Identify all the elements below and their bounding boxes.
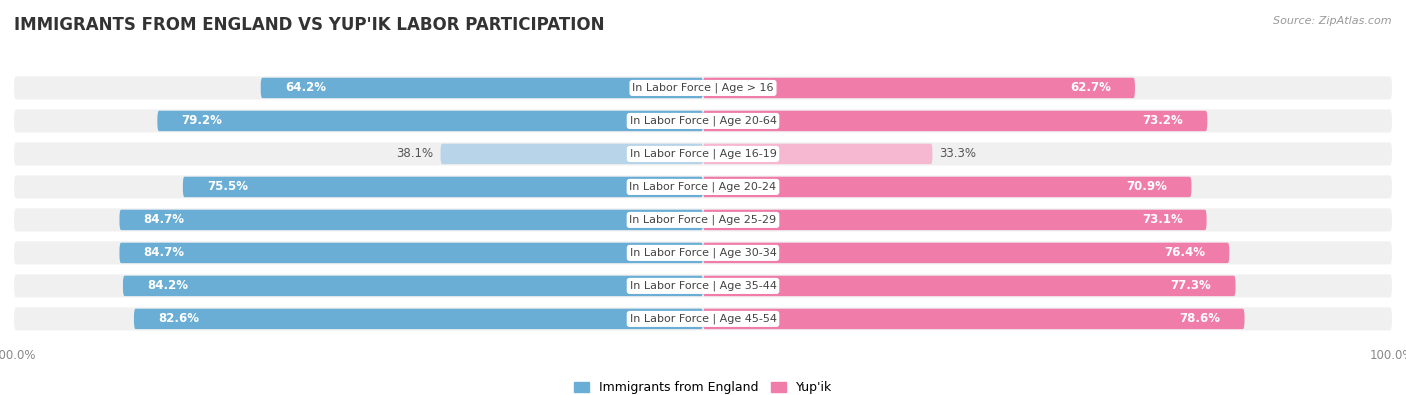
Text: 75.5%: 75.5% <box>207 181 247 194</box>
FancyBboxPatch shape <box>14 241 1392 265</box>
Text: In Labor Force | Age > 16: In Labor Force | Age > 16 <box>633 83 773 93</box>
Text: 38.1%: 38.1% <box>396 147 433 160</box>
Text: 82.6%: 82.6% <box>157 312 200 325</box>
Text: 79.2%: 79.2% <box>181 115 222 128</box>
Text: Source: ZipAtlas.com: Source: ZipAtlas.com <box>1274 16 1392 26</box>
Text: 84.7%: 84.7% <box>143 213 184 226</box>
Text: In Labor Force | Age 20-24: In Labor Force | Age 20-24 <box>630 182 776 192</box>
Text: 77.3%: 77.3% <box>1171 279 1212 292</box>
Text: 84.7%: 84.7% <box>143 246 184 260</box>
FancyBboxPatch shape <box>703 276 1236 296</box>
FancyBboxPatch shape <box>14 76 1392 100</box>
Text: In Labor Force | Age 16-19: In Labor Force | Age 16-19 <box>630 149 776 159</box>
FancyBboxPatch shape <box>703 111 1208 131</box>
Text: 73.1%: 73.1% <box>1142 213 1182 226</box>
FancyBboxPatch shape <box>183 177 703 197</box>
Text: 84.2%: 84.2% <box>148 279 188 292</box>
FancyBboxPatch shape <box>703 144 932 164</box>
FancyBboxPatch shape <box>120 210 703 230</box>
FancyBboxPatch shape <box>120 243 703 263</box>
FancyBboxPatch shape <box>14 209 1392 231</box>
Text: In Labor Force | Age 25-29: In Labor Force | Age 25-29 <box>630 214 776 225</box>
FancyBboxPatch shape <box>703 78 1135 98</box>
Text: 64.2%: 64.2% <box>285 81 326 94</box>
Text: 78.6%: 78.6% <box>1180 312 1220 325</box>
FancyBboxPatch shape <box>703 177 1191 197</box>
FancyBboxPatch shape <box>14 142 1392 166</box>
FancyBboxPatch shape <box>440 144 703 164</box>
Legend: Immigrants from England, Yup'ik: Immigrants from England, Yup'ik <box>569 376 837 395</box>
FancyBboxPatch shape <box>703 243 1229 263</box>
FancyBboxPatch shape <box>122 276 703 296</box>
Text: 70.9%: 70.9% <box>1126 181 1167 194</box>
FancyBboxPatch shape <box>14 175 1392 198</box>
FancyBboxPatch shape <box>157 111 703 131</box>
FancyBboxPatch shape <box>14 109 1392 132</box>
FancyBboxPatch shape <box>703 308 1244 329</box>
FancyBboxPatch shape <box>260 78 703 98</box>
FancyBboxPatch shape <box>703 210 1206 230</box>
Text: 76.4%: 76.4% <box>1164 246 1205 260</box>
FancyBboxPatch shape <box>14 275 1392 297</box>
FancyBboxPatch shape <box>134 308 703 329</box>
FancyBboxPatch shape <box>14 307 1392 331</box>
Text: In Labor Force | Age 30-34: In Labor Force | Age 30-34 <box>630 248 776 258</box>
Text: In Labor Force | Age 20-64: In Labor Force | Age 20-64 <box>630 116 776 126</box>
Text: IMMIGRANTS FROM ENGLAND VS YUP'IK LABOR PARTICIPATION: IMMIGRANTS FROM ENGLAND VS YUP'IK LABOR … <box>14 16 605 34</box>
Text: 73.2%: 73.2% <box>1143 115 1184 128</box>
Text: In Labor Force | Age 35-44: In Labor Force | Age 35-44 <box>630 281 776 291</box>
Text: 33.3%: 33.3% <box>939 147 976 160</box>
Text: 62.7%: 62.7% <box>1070 81 1111 94</box>
Text: In Labor Force | Age 45-54: In Labor Force | Age 45-54 <box>630 314 776 324</box>
